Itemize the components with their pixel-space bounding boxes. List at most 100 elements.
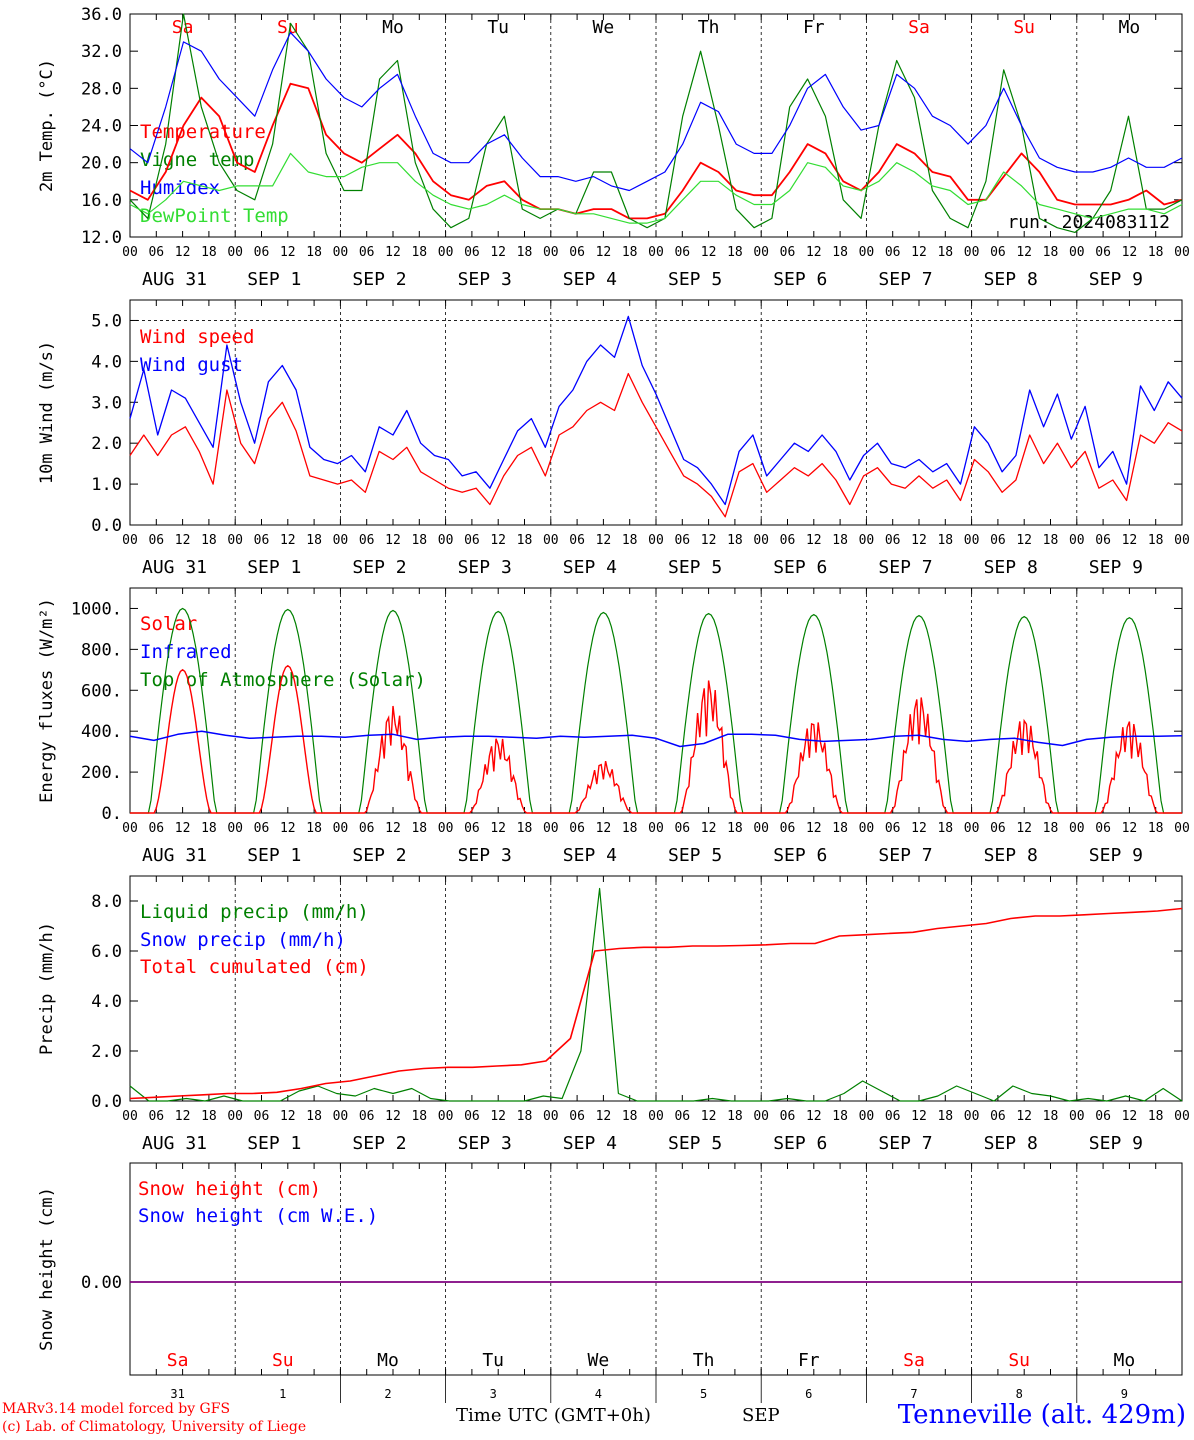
date-label: SEP 3 (458, 1133, 512, 1154)
hour-tick-label: 12 (280, 533, 296, 548)
legend-entry: Snow height (cm W.E.) (138, 1205, 378, 1227)
hour-tick-label: 12 (1016, 533, 1032, 548)
weekday-label: Su (277, 17, 299, 38)
day-number-label: 31 (170, 1387, 184, 1401)
hour-tick-label: 06 (464, 533, 480, 548)
date-label: SEP 1 (247, 1133, 301, 1154)
y-tick-label: 3.0 (91, 393, 122, 413)
date-label: AUG 31 (142, 845, 207, 866)
hour-tick-label: 12 (806, 821, 822, 836)
date-label: SEP 2 (352, 269, 406, 290)
hour-tick-label: 18 (622, 533, 638, 548)
weekday-label: Su (1008, 1350, 1030, 1371)
hour-tick-label: 18 (1043, 533, 1059, 548)
hour-tick-label: 12 (385, 245, 401, 260)
legend-entry: Snow height (cm) (138, 1178, 321, 1200)
hour-tick-label: 12 (175, 533, 191, 548)
hour-tick-label: 06 (780, 1109, 796, 1124)
station-label: Tenneville (alt. 429m) (897, 1400, 1186, 1430)
hour-tick-label: 12 (1122, 821, 1138, 836)
plot-frame (129, 13, 1183, 238)
hour-tick-label: 06 (569, 533, 585, 548)
hour-tick-label: 00 (1069, 821, 1085, 836)
legend-entry: Total cumulated (cm) (140, 956, 369, 978)
hour-tick-label: 00 (859, 821, 875, 836)
hour-tick-label: 06 (359, 821, 375, 836)
date-label: SEP 5 (668, 845, 722, 866)
date-label: SEP 5 (668, 269, 722, 290)
hour-tick-label: 18 (937, 821, 953, 836)
legend-entry: Wind gust (140, 354, 243, 376)
series-line (129, 372, 1183, 518)
series-line (129, 82, 1183, 220)
hour-tick-label: 06 (990, 533, 1006, 548)
hour-tick-label: 00 (543, 245, 559, 260)
hour-tick-label: 12 (280, 1109, 296, 1124)
legend-entry: Snow precip (mm/h) (140, 929, 346, 951)
hour-tick-label: 12 (701, 1109, 717, 1124)
hour-tick-label: 06 (148, 533, 164, 548)
hour-tick-label: 06 (254, 245, 270, 260)
weekday-label: Mo (382, 17, 404, 38)
hour-tick-label: 00 (859, 245, 875, 260)
hour-tick-label: 06 (674, 245, 690, 260)
hour-tick-label: 06 (885, 1109, 901, 1124)
hour-tick-label: 18 (306, 245, 322, 260)
hour-tick-label: 06 (990, 1109, 1006, 1124)
hour-tick-label: 00 (964, 821, 980, 836)
date-label: SEP 8 (984, 557, 1038, 578)
date-label: SEP 6 (773, 269, 827, 290)
day-number-label: 3 (490, 1387, 497, 1401)
date-label: SEP 9 (1089, 1133, 1143, 1154)
x-axis-title: Time UTC (GMT+0h) (456, 1405, 651, 1426)
hour-tick-label: 12 (490, 533, 506, 548)
hour-tick-label: 06 (780, 533, 796, 548)
hour-tick-label: 18 (517, 245, 533, 260)
series-line (129, 887, 1183, 1102)
series-line (129, 730, 1183, 748)
hour-tick-label: 00 (333, 245, 349, 260)
hour-tick-label: 18 (832, 1109, 848, 1124)
hour-tick-label: 00 (1174, 1109, 1190, 1124)
hour-tick-label: 00 (438, 1109, 454, 1124)
hour-tick-label: 00 (1174, 533, 1190, 548)
hour-tick-label: 12 (175, 821, 191, 836)
hour-tick-label: 12 (1122, 1109, 1138, 1124)
day-number-label: 4 (595, 1387, 602, 1401)
hour-tick-label: 06 (1095, 1109, 1111, 1124)
hour-tick-label: 12 (175, 245, 191, 260)
hour-tick-label: 00 (964, 1109, 980, 1124)
date-label: SEP 4 (563, 845, 617, 866)
hour-tick-label: 00 (648, 245, 664, 260)
hour-tick-label: 00 (964, 533, 980, 548)
day-number-label: 2 (384, 1387, 391, 1401)
hour-tick-label: 18 (727, 245, 743, 260)
hour-tick-label: 18 (937, 245, 953, 260)
hour-tick-label: 18 (411, 1109, 427, 1124)
hour-tick-label: 06 (990, 245, 1006, 260)
date-label: SEP 9 (1089, 269, 1143, 290)
hour-tick-label: 18 (1148, 245, 1164, 260)
hour-tick-label: 06 (254, 1109, 270, 1124)
hour-tick-label: 12 (596, 533, 612, 548)
hour-tick-label: 12 (806, 245, 822, 260)
weekday-label: Fr (803, 17, 825, 38)
hour-tick-label: 00 (1174, 821, 1190, 836)
y-tick-label: 4.0 (91, 352, 122, 372)
weekday-label: We (593, 17, 615, 38)
hour-tick-label: 12 (596, 821, 612, 836)
y-tick-label: 12.0 (81, 228, 122, 248)
hour-tick-label: 00 (227, 533, 243, 548)
hour-tick-label: 00 (648, 1109, 664, 1124)
hour-tick-label: 00 (438, 533, 454, 548)
date-label: SEP 7 (878, 269, 932, 290)
hour-tick-label: 00 (1069, 533, 1085, 548)
y-tick-label: 2.0 (91, 434, 122, 454)
weekday-label: Sa (908, 17, 930, 38)
hour-tick-label: 06 (1095, 245, 1111, 260)
hour-tick-label: 18 (1148, 1109, 1164, 1124)
date-label: SEP 7 (878, 557, 932, 578)
date-label: SEP 7 (878, 845, 932, 866)
hour-tick-label: 18 (622, 1109, 638, 1124)
date-label: SEP 4 (563, 557, 617, 578)
